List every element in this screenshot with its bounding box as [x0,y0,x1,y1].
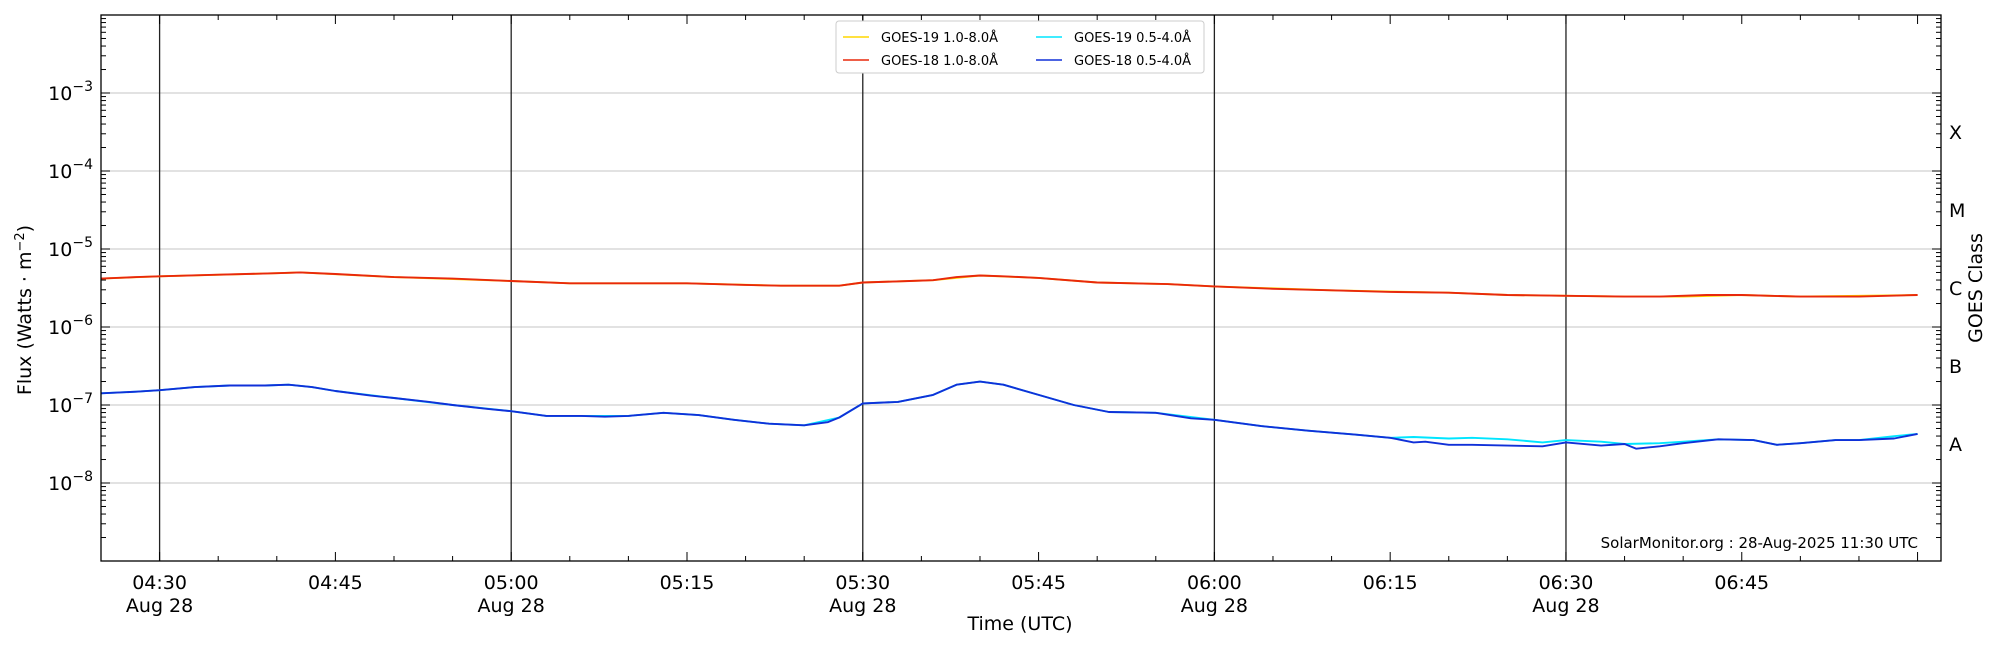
series-line [100,271,1918,298]
watermark: SolarMonitor.org : 28-Aug-2025 11:30 UTC [1601,534,1918,552]
legend-box [835,20,1205,74]
goes-class-axis-label: GOES Class [1965,233,1987,343]
goes-class-label: X [1949,122,1962,144]
series-line [100,380,1918,446]
y-tick-label: 10−3 [48,79,93,105]
y-tick-label: 10−7 [48,391,93,417]
legend-label: GOES-18 0.5-4.0Å [1074,53,1191,69]
x-tick-date-label: Aug 28 [1532,595,1599,617]
legend-label: GOES-19 0.5-4.0Å [1074,30,1191,46]
y-axis-label: Flux (Watts · m−2) [13,225,37,395]
y-tick-label: 10−4 [48,157,93,183]
x-tick-date-label: Aug 28 [478,595,545,617]
legend-label: GOES-18 1.0-8.0Å [881,53,998,69]
goes-class-label: A [1949,434,1962,456]
x-axis-label: Time (UTC) [966,613,1072,635]
x-tick-date-label: Aug 28 [829,595,896,617]
x-tick-label: 05:30 [835,572,890,594]
y-tick-label: 10−6 [48,313,93,339]
legend: GOES-19 1.0-8.0Å GOES-18 1.0-8.0Å GOES-1… [835,20,1205,74]
vertical-day-lines [158,15,1567,561]
x-tick-label: 06:45 [1714,572,1769,594]
goes-class-label: M [1949,200,1965,222]
x-tick-label: 05:15 [660,572,715,594]
x-tick-label: 06:00 [1187,572,1242,594]
x-tick-label: 06:30 [1539,572,1594,594]
series-line [100,380,1918,450]
goes-class-label: C [1949,278,1962,300]
x-tick-label: 04:45 [308,572,363,594]
goes-class-label: B [1949,356,1962,378]
series-layer [100,271,1918,450]
plot-frame [100,14,1942,562]
legend-label: GOES-19 1.0-8.0Å [881,30,998,46]
x-tick-date-label: Aug 28 [1181,595,1248,617]
x-tick-label: 05:45 [1011,572,1066,594]
svg-text:Flux (Watts · m−2): Flux (Watts · m−2) [13,225,37,395]
x-tick-label: 05:00 [484,572,539,594]
x-tick-label: 04:30 [132,572,187,594]
y-tick-label: 10−8 [48,469,93,495]
y-tick-label: 10−5 [48,235,93,261]
x-tick-date-label: Aug 28 [126,595,193,617]
x-tick-label: 06:15 [1363,572,1418,594]
grid-layer [101,92,1941,484]
